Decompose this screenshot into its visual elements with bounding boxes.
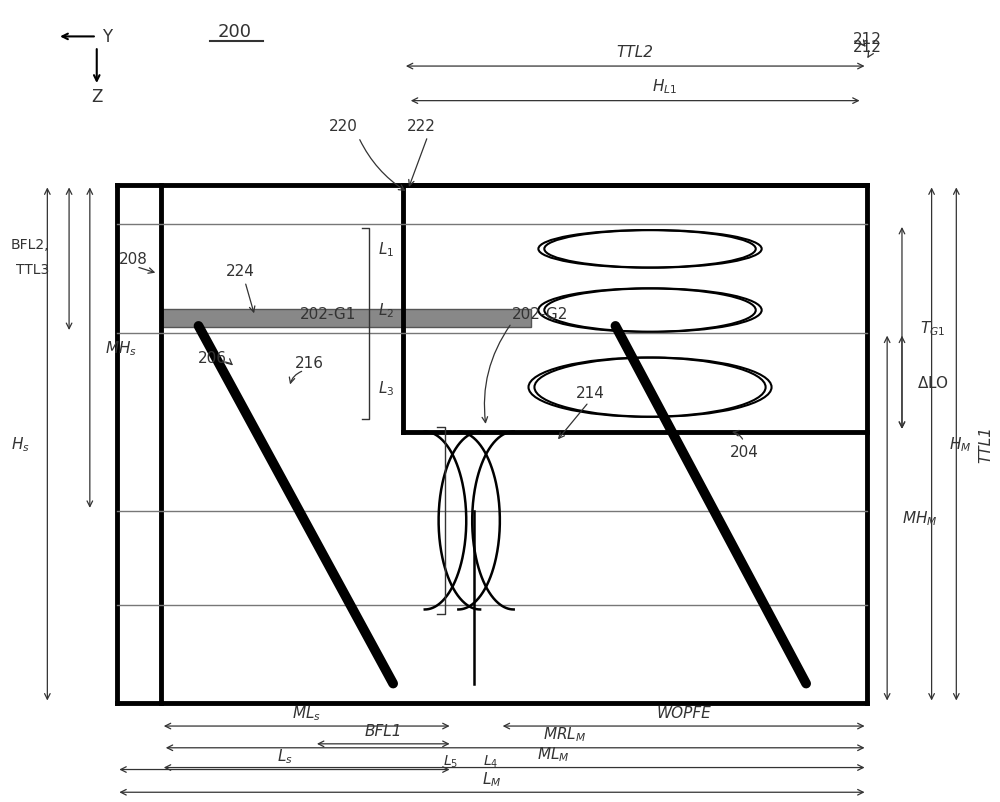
Text: 222: 222: [406, 119, 435, 134]
Text: 202-G2: 202-G2: [512, 306, 568, 321]
Text: BFL2,: BFL2,: [11, 237, 49, 252]
Text: WOPFE: WOPFE: [656, 705, 711, 720]
Text: $MH_M$: $MH_M$: [902, 509, 937, 528]
Text: 212: 212: [853, 40, 882, 55]
Text: 208: 208: [119, 252, 148, 267]
Text: TTL2: TTL2: [617, 45, 654, 59]
Text: $H_M$: $H_M$: [949, 435, 972, 454]
Text: 224: 224: [226, 264, 254, 279]
Text: 212: 212: [853, 32, 882, 47]
Text: $\Delta$LO: $\Delta$LO: [917, 375, 949, 391]
Text: $H_s$: $H_s$: [11, 435, 30, 454]
Text: $L_3$: $L_3$: [378, 379, 395, 397]
Text: $L_5$: $L_5$: [443, 752, 458, 769]
Text: 216: 216: [295, 355, 324, 371]
Text: $L_2$: $L_2$: [378, 302, 394, 320]
Text: $L_s$: $L_s$: [277, 747, 292, 765]
Text: $L_4$: $L_4$: [483, 752, 499, 769]
Text: $L_M$: $L_M$: [482, 769, 502, 788]
Text: 204: 204: [729, 444, 758, 460]
Text: $ML_s$: $ML_s$: [292, 703, 321, 722]
Text: $H_{L1}$: $H_{L1}$: [652, 77, 677, 96]
Text: 202-G1: 202-G1: [300, 306, 357, 321]
Text: TTL3: TTL3: [16, 262, 49, 276]
Text: $T_{G1}$: $T_{G1}$: [920, 319, 945, 338]
Text: $MRL_M$: $MRL_M$: [543, 725, 586, 743]
Text: $ML_M$: $ML_M$: [537, 744, 570, 764]
Text: TTL1: TTL1: [978, 426, 993, 463]
Text: Z: Z: [91, 87, 102, 106]
Text: 214: 214: [576, 385, 605, 400]
Text: BFL1: BFL1: [365, 723, 402, 738]
Text: Y: Y: [102, 28, 112, 47]
Bar: [161, 310, 531, 327]
Text: 220: 220: [329, 119, 358, 134]
Text: 206: 206: [198, 350, 227, 366]
Text: $MH_s$: $MH_s$: [105, 339, 137, 358]
Text: 200: 200: [218, 23, 252, 42]
Text: $L_1$: $L_1$: [378, 240, 395, 259]
